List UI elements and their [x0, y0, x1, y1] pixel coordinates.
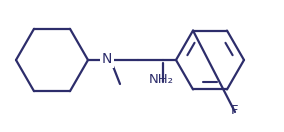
Text: N: N [102, 52, 112, 66]
Text: F: F [231, 104, 239, 117]
Text: NH₂: NH₂ [149, 73, 174, 86]
